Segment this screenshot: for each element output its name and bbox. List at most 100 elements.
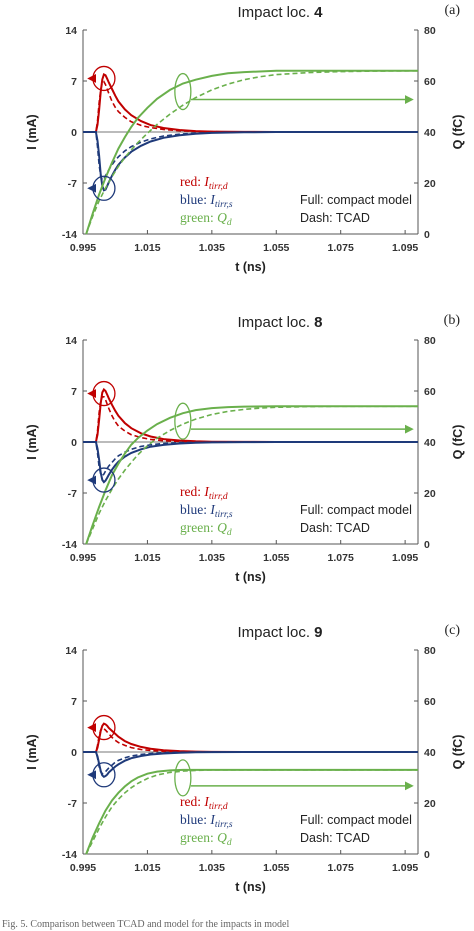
legend-green-label: green: [180,210,217,225]
y2-tick-label: 40 [424,437,436,449]
y-tick-label: 7 [71,696,77,708]
legend-red-label: red: [180,794,204,809]
legend-blue-symbol: I [209,502,216,517]
series-line-green-full [85,405,418,545]
y-tick-label: 14 [65,645,77,657]
legend-blue: blue: Itirr,s [180,192,233,210]
legend-blue-symbol: I [209,812,216,827]
legend-green-symbol: Q [217,520,227,535]
series-line-blue-full [83,131,418,192]
series-line-blue-dash [83,131,418,182]
legend-blue: blue: Itirr,s [180,812,233,830]
y2-tick-label: 20 [424,178,436,190]
y-tick-label: 0 [71,127,77,139]
y2-tick-label: 80 [424,645,436,657]
green-curve-circle [174,72,192,111]
x-axis-label: t (ns) [235,260,266,274]
chart-title-prefix: Impact loc. [237,314,314,331]
figure-caption: Fig. 5. Comparison between TCAD and mode… [2,919,289,930]
y2-tick-label: 20 [424,798,436,810]
legend-red-subscript: tirr,d [209,492,228,502]
y2-tick-label: 60 [424,696,436,708]
legend-green-subscript: d [227,218,232,228]
series-line-red-dash [83,80,418,133]
y-tick-label: 0 [71,437,77,449]
series-line-red-dash [83,727,418,753]
series-line-red-dash [83,396,418,443]
note-full: Full: compact model [300,813,412,827]
legend-green: green: Qd [180,520,232,538]
legend-green-label: green: [180,830,217,845]
series-line-green-dash [85,70,419,235]
red-peak-circle [92,65,116,92]
legend-blue-symbol: I [209,192,216,207]
y2-tick-label: 60 [424,386,436,398]
y2-tick-label: 40 [424,127,436,139]
x-tick-label: 1.035 [199,242,225,254]
y2-tick-label: 20 [424,488,436,500]
legend-green-subscript: d [227,838,232,848]
series-line-green-full [85,69,418,235]
green-curve-circle [174,402,192,440]
legend-red: red: Itirr,d [180,484,228,502]
legend-green-label: green: [180,520,217,535]
y-tick-label: -14 [62,229,77,241]
legend-blue-subscript: tirr,s [215,510,233,520]
legend-green-symbol: Q [217,830,227,845]
legend-blue-label: blue: [180,502,210,517]
green-curve-circle [174,759,192,797]
chart-title-number: 8 [314,314,322,331]
red-peak-circle [92,714,116,741]
x-tick-label: 1.055 [263,862,289,874]
x-tick-label: 0.995 [70,552,96,564]
x-tick-label: 0.995 [70,242,96,254]
y-axis-label: I (mA) [25,114,39,149]
legend-blue-label: blue: [180,812,210,827]
y-tick-label: -14 [62,539,77,551]
chart-title-number: 9 [314,624,322,641]
chart-title: Impact loc. 9 [237,624,322,641]
legend-red-subscript: tirr,d [209,182,228,192]
legend-red: red: Itirr,d [180,174,228,192]
x-axis-label: t (ns) [235,880,266,894]
note-dash: Dash: TCAD [300,831,370,845]
x-tick-label: 1.075 [328,862,354,874]
red-peak-circle [92,380,116,407]
y2-tick-label: 40 [424,747,436,759]
x-tick-label: 1.095 [392,862,418,874]
legend-red-symbol: I [203,794,210,809]
legend-red: red: Itirr,d [180,794,228,812]
y2-tick-label: 0 [424,229,430,241]
y2-axis-label: Q (fC) [451,735,465,770]
note-dash: Dash: TCAD [300,521,370,535]
chart-title: Impact loc. 8 [237,314,322,331]
series-line-red-full [83,387,418,443]
x-tick-label: 1.035 [199,862,225,874]
legend-blue: blue: Itirr,s [180,502,233,520]
chart-panel-1: Impact loc. 4 (a) -14 -7 0 7 14 0 20 40 60 80 0.995 1… [25,3,465,274]
legend-blue-label: blue: [180,192,210,207]
x-tick-label: 1.075 [328,242,354,254]
series-line-blue-dash [83,441,418,477]
note-dash: Dash: TCAD [300,211,370,225]
x-tick-label: 1.095 [392,552,418,564]
legend-red-label: red: [180,484,204,499]
x-tick-label: 0.995 [70,862,96,874]
note-full: Full: compact model [300,193,412,207]
chart-title-prefix: Impact loc. [237,624,314,641]
blue-peak-circle [92,467,116,493]
y-tick-label: -14 [62,849,77,861]
y2-tick-label: 60 [424,76,436,88]
y2-axis-label: Q (fC) [451,115,465,150]
y-tick-label: 14 [65,25,77,37]
x-tick-label: 1.015 [134,242,160,254]
y-axis-label: I (mA) [25,734,39,769]
blue-peak-circle [92,762,116,788]
series-line-green-dash [85,405,418,545]
x-tick-label: 1.095 [392,242,418,254]
y-axis-label: I (mA) [25,424,39,459]
chart-panel-2: Impact loc. 8 (b) -14 -7 0 7 14 0 20 40 60 80 0.995 1… [25,313,465,584]
y-tick-label: 14 [65,335,77,347]
x-tick-label: 1.015 [134,862,160,874]
